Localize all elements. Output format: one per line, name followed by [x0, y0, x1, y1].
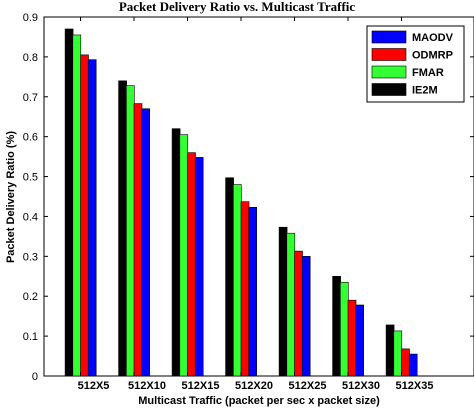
bar-fmar-512x30	[339, 281, 349, 377]
x-tick-label: 512X5	[78, 380, 110, 392]
y-tick-label: 0.8	[23, 52, 38, 64]
legend-swatch-odmrp	[371, 48, 407, 61]
bar-fmar-512x15	[179, 134, 189, 377]
bar-maodv-512x20	[248, 206, 257, 377]
bar-fmar-512x5	[72, 34, 82, 377]
bar-ie2m-512x15	[171, 128, 181, 377]
bar-ie2m-512x20	[225, 177, 234, 377]
bar-fmar-512x20	[233, 184, 242, 377]
x-axis-label: Multicast Traffic (packet per sec x pack…	[138, 395, 380, 407]
legend-swatch-ie2m	[371, 83, 407, 96]
legend-label-ie2m: IE2M	[412, 85, 438, 97]
x-tick-label: 512X20	[235, 380, 273, 392]
y-tick-label: 0.4	[23, 211, 38, 223]
y-tick-label: 0.9	[23, 12, 38, 24]
legend: MAODV ODMRP FMAR IE2M	[366, 25, 465, 103]
chart-title: Packet Delivery Ratio vs. Multicast Traf…	[118, 0, 356, 14]
y-tick-label: 0.7	[23, 92, 38, 104]
bar-odmrp-512x25	[294, 250, 303, 377]
bar-ie2m-512x10	[118, 80, 127, 377]
x-axis-ticks: 512X5 512X10 512X15 512X20 512X25 512X30 512X3…	[78, 17, 434, 392]
bar-maodv-512x35	[408, 353, 418, 377]
legend-label-odmrp: ODMRP	[412, 50, 453, 62]
legend-swatch-fmar	[371, 65, 407, 79]
bar-odmrp-512x35	[401, 348, 410, 377]
bar-fmar-512x10	[126, 85, 135, 377]
legend-label-fmar: FMAR	[412, 67, 444, 79]
y-tick-label: 0.5	[23, 172, 38, 184]
bars-group	[64, 28, 418, 377]
x-tick-label: 512X10	[128, 380, 166, 392]
x-tick-label: 512X25	[289, 380, 327, 392]
bar-ie2m-512x5	[64, 28, 74, 377]
bar-odmrp-512x30	[347, 299, 357, 377]
y-tick-label: 0	[32, 371, 38, 383]
y-axis-label: Packet Delivery Ratio (%)	[5, 130, 17, 264]
bar-maodv-512x10	[141, 108, 150, 377]
bar-maodv-512x15	[194, 157, 204, 377]
bar-ie2m-512x35	[385, 324, 395, 377]
bar-fmar-512x35	[393, 330, 403, 377]
x-tick-label: 512X35	[396, 380, 434, 392]
x-tick-label: 512X15	[182, 380, 220, 392]
bar-ie2m-512x25	[278, 226, 288, 377]
y-tick-label: 0.3	[23, 251, 38, 263]
bar-odmrp-512x20	[240, 201, 250, 377]
bar-odmrp-512x10	[133, 103, 143, 377]
y-tick-label: 0.6	[23, 132, 38, 144]
bar-maodv-512x30	[355, 304, 365, 377]
legend-label-maodv: MAODV	[412, 32, 454, 44]
bar-maodv-512x5	[87, 59, 97, 377]
x-tick-label: 512X30	[342, 380, 380, 392]
y-axis-ticks: 0 0.1 0.2 0.3 0.4 0.5 0.6 0.7 0.8 0.9	[23, 12, 474, 383]
legend-swatch-maodv	[371, 30, 407, 44]
y-tick-label: 0.1	[23, 331, 38, 343]
bar-odmrp-512x5	[80, 54, 89, 377]
bar-maodv-512x25	[301, 256, 311, 377]
bar-fmar-512x25	[286, 232, 296, 377]
bar-ie2m-512x30	[332, 275, 341, 377]
bar-odmrp-512x15	[187, 152, 196, 377]
y-tick-label: 0.2	[23, 291, 38, 303]
